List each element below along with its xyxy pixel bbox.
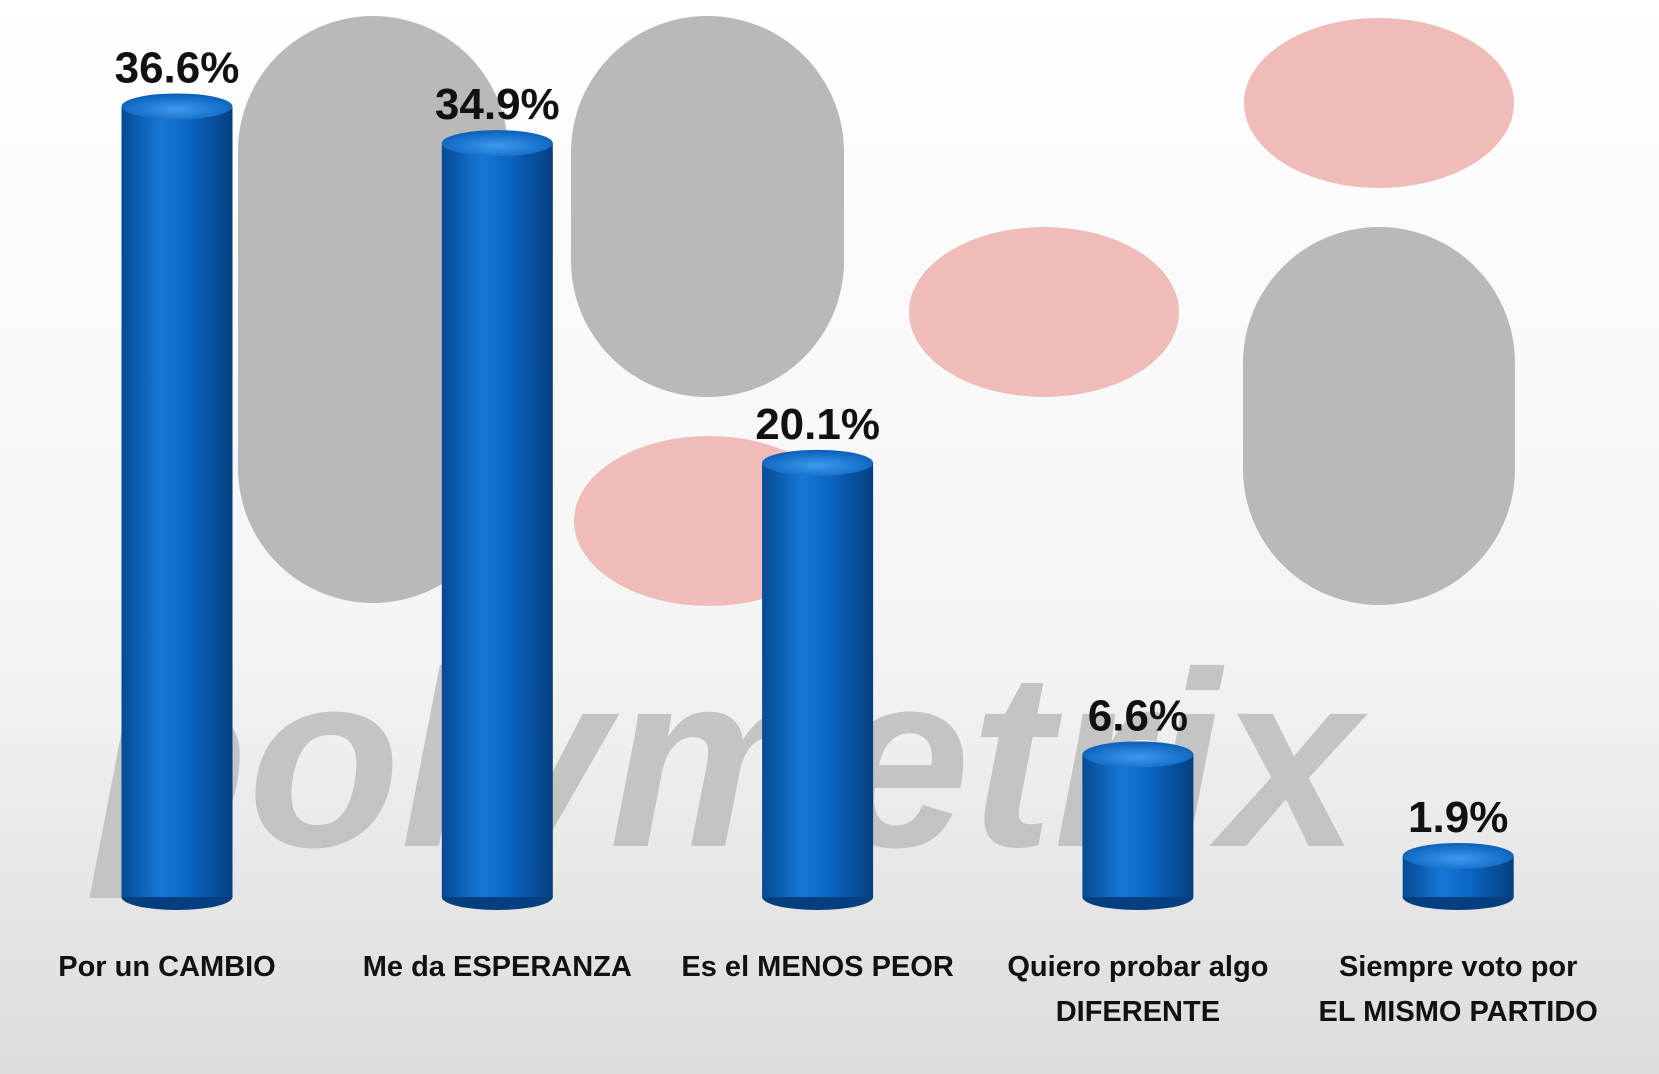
value-label: 34.9% bbox=[435, 80, 560, 129]
bar bbox=[1402, 842, 1514, 910]
bar bbox=[1082, 741, 1194, 910]
x-tick-label: Quiero probar algo DIFERENTE bbox=[1007, 951, 1269, 1028]
bar-part bbox=[762, 462, 874, 897]
bar-part bbox=[1082, 741, 1194, 768]
x-tick-label: Me da ESPERANZA bbox=[362, 951, 632, 983]
bar-part bbox=[762, 449, 874, 476]
x-tick-label: Es el MENOS PEOR bbox=[681, 951, 954, 983]
bar-part bbox=[441, 130, 553, 157]
logo bbox=[238, 16, 1515, 606]
value-label: 1.9% bbox=[1408, 793, 1508, 842]
bar-part bbox=[1082, 754, 1194, 897]
bar bbox=[121, 93, 233, 910]
bar bbox=[441, 130, 553, 910]
bar-part bbox=[441, 143, 553, 897]
value-label: 36.6% bbox=[115, 43, 240, 92]
x-tick-label: Por un CAMBIO bbox=[58, 951, 276, 983]
x-tick-label: Siempre voto por EL MISMO PARTIDO bbox=[1318, 951, 1598, 1028]
bar bbox=[762, 449, 874, 910]
bar-part bbox=[121, 106, 233, 897]
bar-part bbox=[1402, 842, 1514, 869]
value-label: 6.6% bbox=[1088, 691, 1188, 740]
value-label: 20.1% bbox=[755, 400, 880, 449]
bar-part bbox=[121, 93, 233, 120]
